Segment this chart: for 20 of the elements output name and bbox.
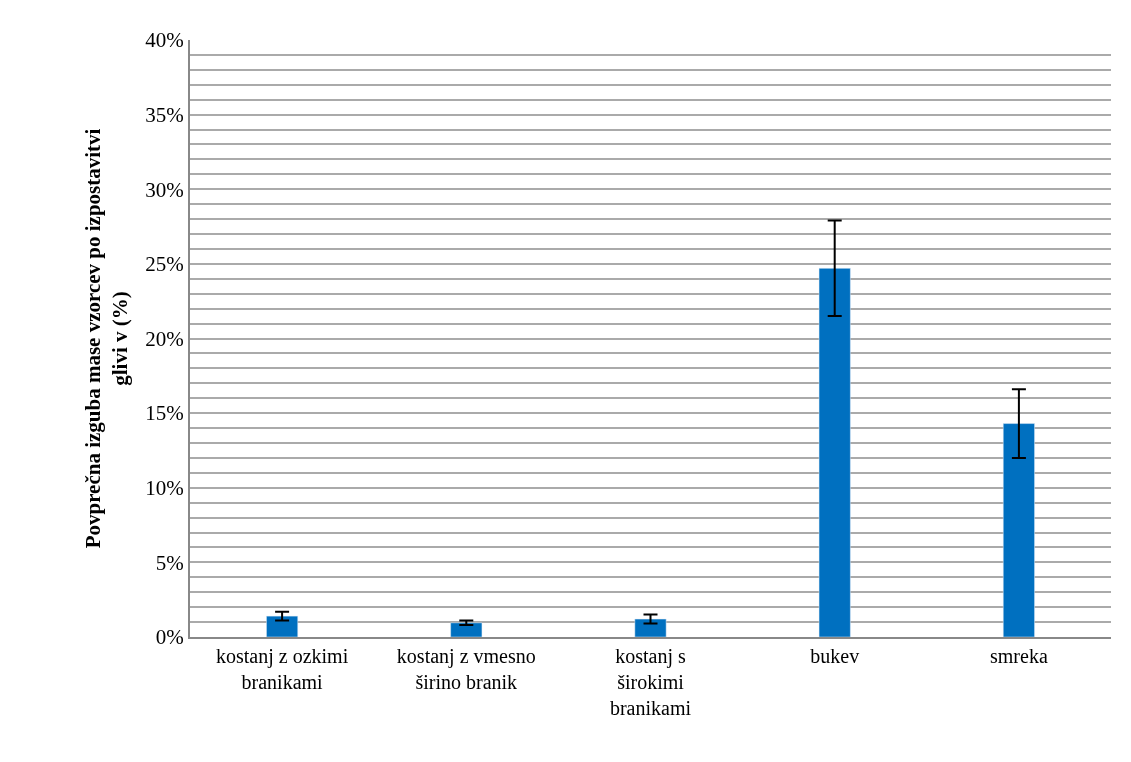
x-tick-label: kostanj z ozkimi branikami bbox=[216, 645, 349, 693]
x-tick-label: bukev bbox=[810, 645, 860, 667]
bar bbox=[450, 622, 483, 637]
x-tick-label: smreka bbox=[990, 645, 1048, 667]
bar bbox=[1002, 423, 1035, 637]
y-tick-label: 25% bbox=[145, 252, 184, 277]
y-tick-label: 0% bbox=[155, 625, 184, 650]
bar bbox=[266, 615, 299, 637]
y-tick-label: 35% bbox=[145, 102, 184, 127]
y-tick-label: 10% bbox=[145, 476, 184, 501]
bar bbox=[818, 268, 851, 637]
y-tick-label: 30% bbox=[145, 177, 184, 202]
y-tick-label: 15% bbox=[145, 401, 184, 426]
x-tick-label: kostanj z vmesno širino branik bbox=[396, 645, 536, 693]
y-axis-title: Povprečna izguba mase vzorcev po izpostavitvi glivi v (%) bbox=[80, 128, 132, 549]
y-tick-label: 20% bbox=[145, 326, 184, 351]
y-tick-label: 40% bbox=[145, 28, 184, 53]
bar bbox=[634, 618, 667, 637]
x-tick-label: kostanj s širokimi branikami bbox=[609, 645, 692, 719]
y-tick-label: 5% bbox=[155, 550, 184, 575]
